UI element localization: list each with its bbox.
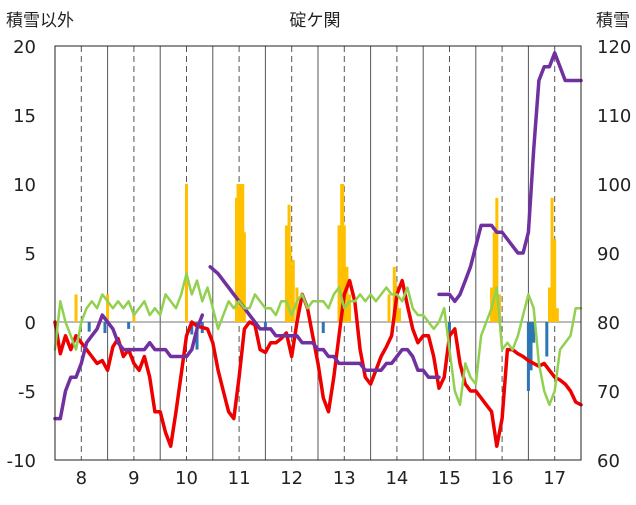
precip-bar [555, 308, 559, 322]
x-tick-label: 12 [280, 468, 303, 489]
right-tick-label: 110 [597, 106, 631, 127]
left-tick-label: -10 [7, 451, 36, 472]
precip-bar [284, 225, 288, 322]
right-tick-label: 90 [597, 244, 620, 265]
precip-bar [321, 322, 325, 334]
precip-bar [242, 232, 246, 322]
x-tick-label: 14 [385, 468, 408, 489]
precip-bar [290, 266, 294, 322]
precip-bar [545, 322, 549, 357]
precip-bar [547, 287, 551, 322]
x-tick-label: 17 [543, 468, 566, 489]
x-tick-label: 13 [333, 468, 356, 489]
tick-layer: 20 15 10 5 0 -5 -10 120 110 100 90 80 70 60 8 9 10 11 12 13… [7, 37, 632, 489]
precip-bar [132, 313, 136, 322]
x-tick-label: 15 [438, 468, 461, 489]
left-tick-label: 0 [25, 313, 36, 334]
precip-bar [106, 294, 110, 322]
snow_depth-line [437, 51, 583, 304]
line-layer [53, 51, 583, 448]
precip-bar [348, 294, 352, 322]
precip-bar [495, 197, 499, 322]
precip-bar [345, 266, 349, 322]
precip-bar [337, 225, 341, 322]
precip-bar [87, 322, 91, 332]
precip-bar [127, 322, 131, 329]
right-tick-label: 120 [597, 37, 631, 58]
bar-layer [74, 184, 559, 391]
precip-bar [103, 322, 107, 334]
precip-bar [341, 184, 345, 322]
precip-bar [237, 184, 241, 322]
precip-bar [529, 322, 533, 371]
left-tick-label: 10 [13, 175, 36, 196]
left-tick-label: 20 [13, 37, 36, 58]
precip-bar [241, 184, 245, 322]
precip-bar [395, 294, 399, 322]
right-tick-label: 80 [597, 313, 620, 334]
precip-bar [185, 184, 188, 322]
right-tick-label: 60 [597, 451, 620, 472]
x-tick-label: 10 [175, 468, 198, 489]
precip-bar [398, 308, 402, 322]
snow_depth-line [208, 265, 441, 379]
precip-bar [263, 322, 267, 331]
x-tick-label: 8 [76, 468, 87, 489]
precip-bar [550, 197, 554, 322]
precip-bar [291, 259, 295, 322]
temperature-line [53, 278, 583, 448]
right-tick-label: 70 [597, 382, 620, 403]
chart-title: 碇ケ関 [290, 11, 341, 31]
right-tick-label: 100 [597, 175, 631, 196]
x-tick-label: 11 [228, 468, 251, 489]
humidity-line [53, 272, 583, 407]
precip-bar [387, 294, 391, 322]
left-tick-label: -5 [18, 382, 36, 403]
left-tick-label: 15 [13, 106, 36, 127]
precip-bar [526, 322, 530, 391]
precip-bar [74, 294, 78, 322]
precip-bar [553, 239, 557, 322]
precip-bar [492, 232, 496, 322]
plot-frame [54, 45, 582, 461]
precip-bar [532, 322, 536, 343]
precip-bar [234, 197, 238, 322]
precip-bar [239, 184, 243, 322]
precip-bar [342, 225, 346, 322]
x-tick-label: 9 [128, 468, 139, 489]
right-axis-title: 積雪 [596, 11, 630, 31]
precip-bar [190, 322, 194, 335]
snow_depth-line [53, 313, 205, 421]
precip-bar [288, 246, 292, 322]
x-tick-label: 16 [491, 468, 514, 489]
left-axis-title: 積雪以外 [6, 11, 74, 31]
left-tick-label: 5 [25, 244, 36, 265]
